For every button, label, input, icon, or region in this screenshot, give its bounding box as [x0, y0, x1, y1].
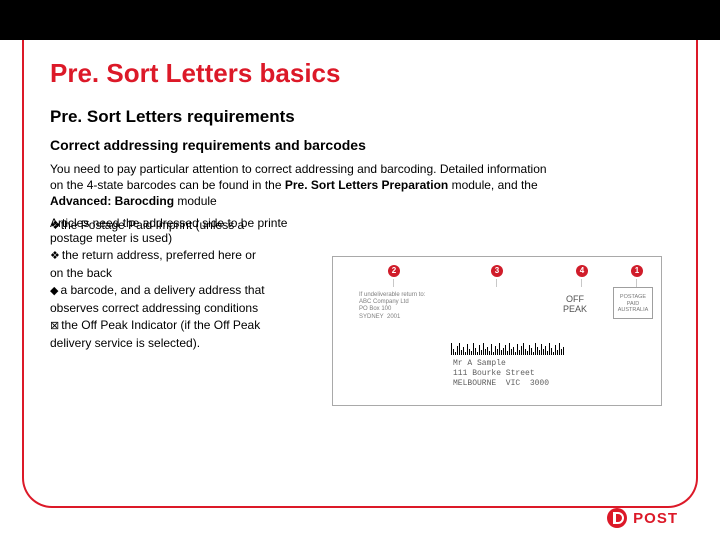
top-bar	[0, 0, 720, 40]
barcode	[451, 343, 573, 355]
off-peak-indicator: OFFPEAK	[563, 295, 587, 315]
para-line-2b: module, and the	[448, 178, 537, 192]
overlapping-text: Articles need the addressed side to be p…	[50, 216, 670, 230]
return-address: If undeliverable return to:ABC Company L…	[359, 292, 425, 321]
bullet-item: ⊠the Off Peak Indicator (if the Off Peak	[50, 317, 300, 334]
tick-3	[496, 279, 497, 287]
bullet-text: postage meter is used)	[50, 231, 172, 245]
auspost-icon	[607, 508, 627, 528]
delivery-address: Mr A Sample111 Bourke StreetMELBOURNE VI…	[453, 359, 549, 389]
bullet-glyph: ❖	[50, 250, 60, 262]
bullet-text: the Off Peak Indicator (if the Off Peak	[61, 318, 260, 332]
intro-paragraph: You need to pay particular attention to …	[50, 161, 670, 210]
slide-subtitle: Pre. Sort Letters requirements	[50, 107, 670, 127]
bullet-text: on the back	[50, 266, 112, 280]
para-line-2a: on the 4-state barcodes can be found in …	[50, 178, 285, 192]
callout-3: 3	[491, 265, 503, 277]
bullet-text: the return address, preferred here or	[62, 248, 256, 262]
para-line-3: module	[174, 194, 217, 208]
overlap-line-b: ❖the Postage Paid Imprint (unless a	[50, 218, 244, 233]
bullet-item: observes correct addressing conditions	[50, 300, 300, 316]
auspost-wordmark: POST	[633, 510, 678, 527]
bullet-glyph: ⊠	[50, 320, 59, 332]
callout-4: 4	[576, 265, 588, 277]
envelope-figure: 2 3 4 1 If undeliverable return to:ABC C…	[332, 256, 662, 406]
bullet-item: delivery service is selected).	[50, 335, 300, 351]
tick-4	[581, 279, 582, 287]
slide: Pre. Sort Letters basics Pre. Sort Lette…	[0, 0, 720, 540]
para-bold-1: Pre. Sort Letters Preparation	[285, 178, 448, 192]
bullet-text: observes correct addressing conditions	[50, 301, 258, 315]
postage-paid-imprint: POSTAGEPAIDAUSTRALIA	[613, 287, 653, 319]
tick-1	[636, 279, 637, 287]
bullet-text: a barcode, and a delivery address that	[60, 283, 264, 297]
bullet-item: ◆a barcode, and a delivery address that	[50, 282, 300, 299]
para-bold-2: Advanced: Barocding	[50, 194, 174, 208]
bullet-item: ❖the return address, preferred here or	[50, 247, 300, 264]
bullet-text: delivery service is selected).	[50, 336, 200, 350]
bullet-list: postage meter is used) ❖the return addres…	[50, 230, 300, 351]
callout-2: 2	[388, 265, 400, 277]
tick-2	[393, 279, 394, 287]
slide-subheading: Correct addressing requirements and barc…	[50, 137, 670, 153]
bullet-glyph: ◆	[50, 285, 58, 297]
footer-logo: POST	[607, 508, 678, 528]
callout-1: 1	[631, 265, 643, 277]
bullet-item: on the back	[50, 265, 300, 281]
slide-title: Pre. Sort Letters basics	[50, 58, 670, 89]
para-line-1: You need to pay particular attention to …	[50, 162, 547, 176]
